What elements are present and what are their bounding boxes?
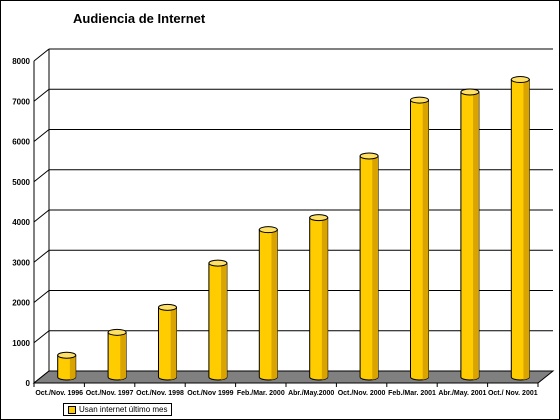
bar-top [158, 303, 177, 311]
bar-top [57, 351, 77, 359]
y-tick-label: 7000 [12, 97, 30, 106]
legend: Usan internet último mes [63, 403, 173, 416]
bar-shade [321, 217, 328, 380]
bar-shade [372, 156, 379, 380]
gridline-side [33, 88, 50, 102]
bar-shade [120, 332, 127, 380]
gridline-side [33, 290, 50, 303]
bar-top [309, 214, 329, 222]
y-tick-label: 8000 [12, 57, 30, 66]
chart-title: Audiencia de Internet [73, 11, 206, 26]
x-tick-label: Oct./Nov 1999 [187, 390, 233, 397]
y-tick-label: 4000 [12, 218, 30, 227]
bar-shade [69, 355, 76, 380]
x-tick-label: Feb./Mar. 2001 [388, 390, 436, 397]
bar-top [107, 328, 127, 336]
x-tick-label: Oct./Nov. 2000 [338, 390, 386, 397]
bar-top [510, 76, 530, 84]
bar-top [410, 96, 429, 104]
bar-shade [422, 100, 429, 380]
x-tick-label: Oct./ Nov. 2001 [488, 390, 538, 397]
bar-top [460, 88, 480, 96]
x-tick-label: Abr./May.2000 [288, 390, 334, 397]
x-tick-label: Oct./Nov. 1997 [86, 390, 134, 397]
y-tick-label: 2000 [12, 299, 30, 308]
x-tick-label: Oct./Nov. 1996 [35, 390, 83, 397]
bar-top [258, 226, 278, 234]
gridline-side [33, 330, 50, 344]
bar-shade [473, 92, 479, 380]
bar-top [359, 152, 379, 160]
gridline-side [33, 169, 50, 183]
gridline-side [33, 48, 50, 62]
bar-shade [221, 263, 227, 380]
gridline-side [33, 249, 50, 263]
bar-shade [170, 307, 177, 380]
y-tick-label: 5000 [12, 178, 30, 187]
bar-shade [271, 229, 278, 380]
bar-shade [523, 79, 530, 380]
y-tick-label: 3000 [12, 258, 30, 267]
gridline-side [33, 129, 50, 142]
x-tick-label: Feb./Mar. 2000 [237, 390, 285, 397]
bar-top [208, 259, 228, 267]
x-tick-label: Abr./May. 2001 [438, 390, 486, 397]
y-tick-label: 1000 [12, 339, 30, 348]
x-tick-label: Oct./Nov. 1998 [136, 390, 184, 397]
y-tick-label: 6000 [12, 138, 30, 147]
legend-label: Usan internet último mes [79, 405, 168, 414]
legend-swatch [68, 405, 76, 414]
y-tick-label: 0 [26, 379, 31, 388]
gridline-side [33, 209, 50, 223]
